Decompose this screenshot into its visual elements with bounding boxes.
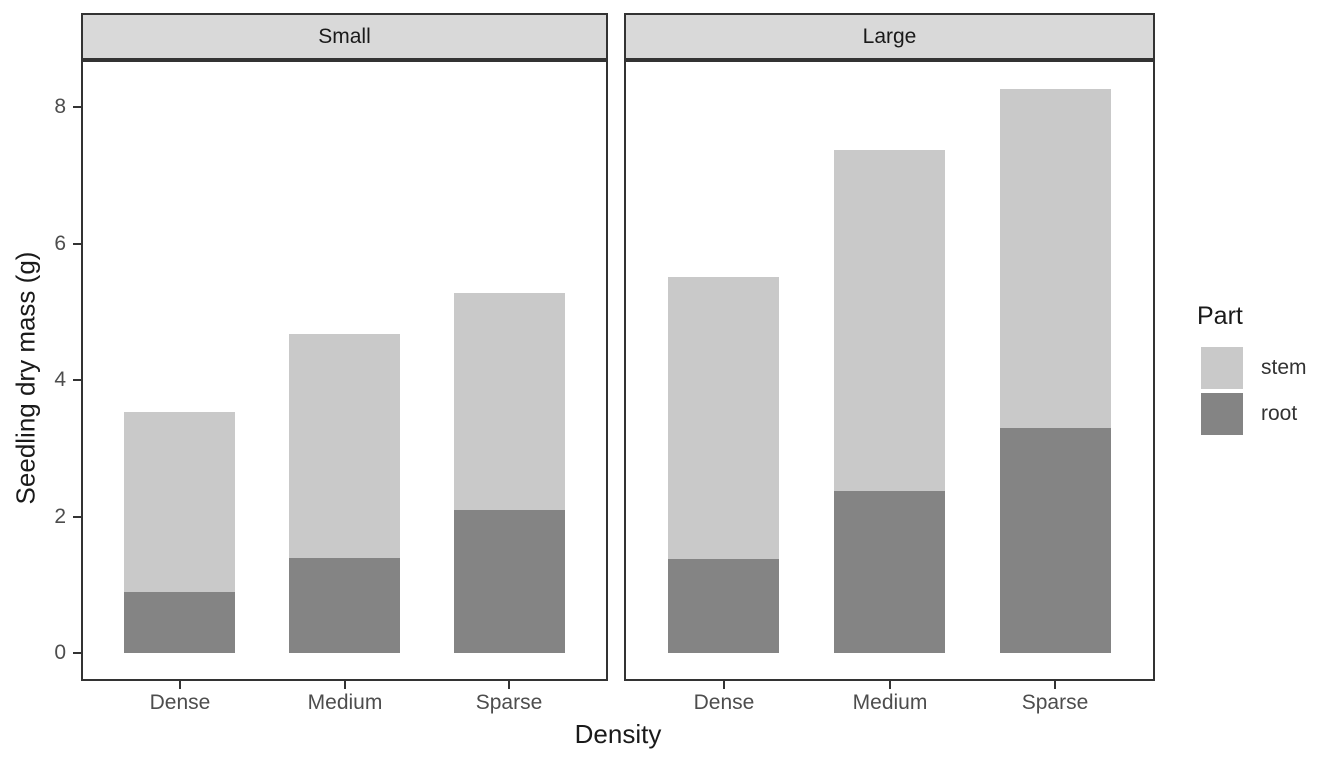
x-tick-label: Sparse <box>475 691 543 714</box>
legend-entry-stem: stem <box>1197 347 1307 389</box>
x-tick-label: Medium <box>307 691 383 714</box>
y-tick-label: 4 <box>54 368 66 391</box>
bar-segment-stem <box>1000 89 1111 428</box>
legend-swatch-root <box>1201 393 1243 435</box>
x-axis-tick <box>1054 681 1056 689</box>
bar-segment-stem <box>834 150 945 491</box>
bar-segment-stem <box>668 277 779 559</box>
facet-strip-large: Large <box>624 13 1155 60</box>
facet-strip-label: Large <box>862 24 917 48</box>
y-tick-label: 2 <box>54 505 66 528</box>
y-axis-tick <box>73 243 81 245</box>
legend-title: Part <box>1197 302 1243 330</box>
panel-large <box>624 60 1155 681</box>
x-axis-tick <box>889 681 891 689</box>
legend-label: stem <box>1261 356 1307 379</box>
x-axis-tick <box>344 681 346 689</box>
x-tick-label: Medium <box>852 691 928 714</box>
legend: Part stem root <box>1197 302 1307 439</box>
bar-segment-stem <box>454 293 565 510</box>
x-tick-label: Dense <box>693 691 755 714</box>
y-axis-tick <box>73 106 81 108</box>
bar-segment-root <box>668 559 779 653</box>
bar-segment-root <box>834 491 945 653</box>
x-tick-label: Sparse <box>1021 691 1089 714</box>
y-axis-tick <box>73 516 81 518</box>
y-tick-label: 8 <box>54 95 66 118</box>
facet-strip-label: Small <box>318 24 371 48</box>
legend-swatch-stem <box>1201 347 1243 389</box>
y-axis-tick <box>73 379 81 381</box>
bar-segment-root <box>454 510 565 653</box>
x-axis-tick <box>723 681 725 689</box>
bar-segment-root <box>289 558 400 653</box>
x-tick-label: Dense <box>149 691 211 714</box>
bar-segment-stem <box>124 412 235 592</box>
bar-segment-root <box>1000 428 1111 653</box>
legend-entry-root: root <box>1197 393 1307 435</box>
bar-segment-stem <box>289 334 400 558</box>
facet-strip-small: Small <box>81 13 608 60</box>
panel-small <box>81 60 608 681</box>
x-axis-tick <box>508 681 510 689</box>
y-tick-label: 0 <box>54 641 66 664</box>
x-axis-tick <box>179 681 181 689</box>
y-tick-label: 6 <box>54 232 66 255</box>
legend-label: root <box>1261 402 1298 425</box>
bar-segment-root <box>124 592 235 653</box>
x-axis-title: Density <box>574 719 662 749</box>
y-axis-tick <box>73 652 81 654</box>
